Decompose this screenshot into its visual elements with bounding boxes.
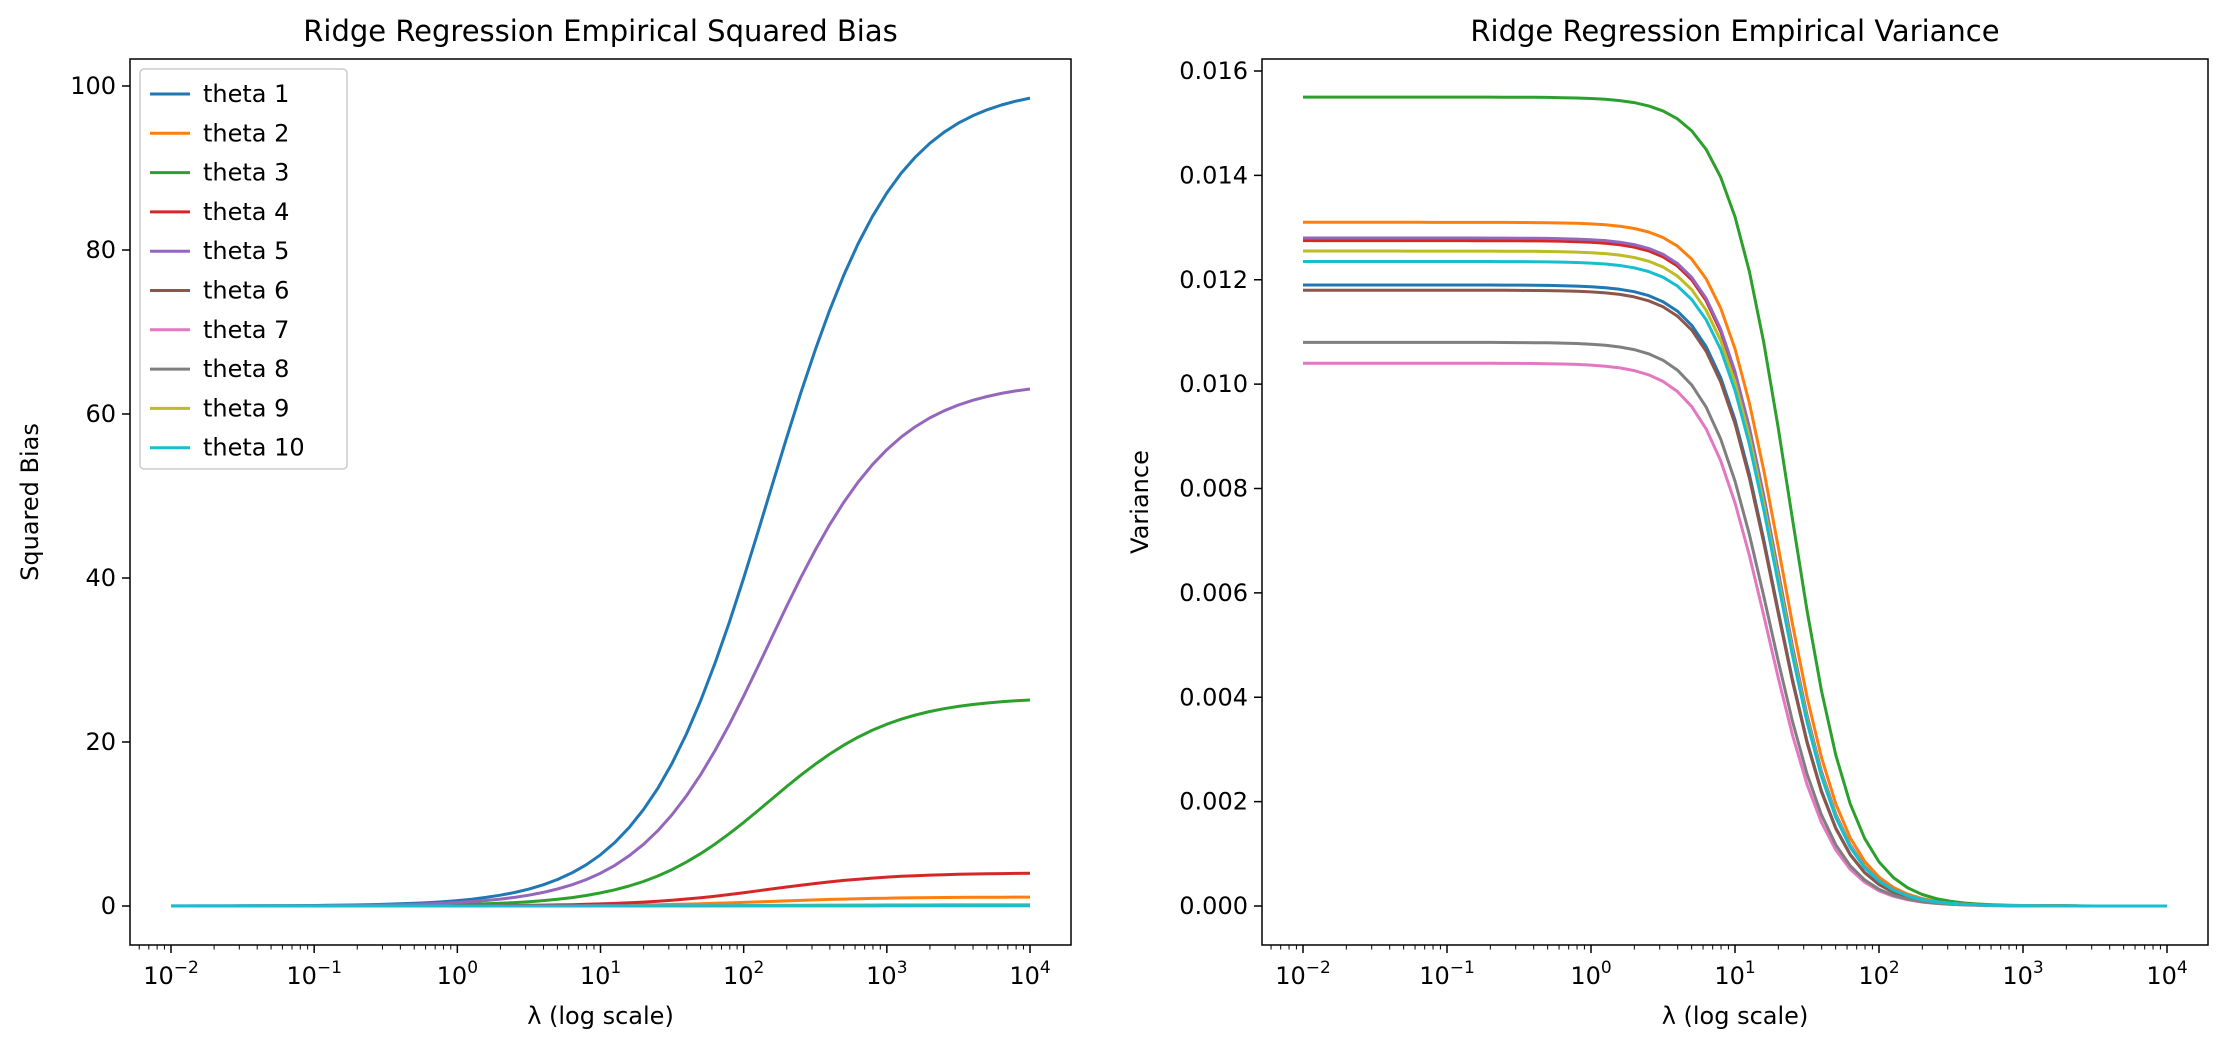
legend-label: theta 7 [203, 316, 289, 344]
legend-label: theta 5 [203, 237, 289, 265]
y-tick-label: 0.002 [1179, 788, 1248, 816]
variance-chart-ylabel: Variance [1126, 450, 1154, 554]
legend-label: theta 3 [203, 159, 289, 187]
x-tick-label: 102 [1858, 958, 1899, 990]
bias-chart-title: Ridge Regression Empirical Squared Bias [303, 14, 898, 48]
legend-label: theta 1 [203, 80, 289, 108]
y-tick-label: 60 [85, 400, 116, 428]
series-line-2 [1303, 220, 2167, 908]
legend-label: theta 2 [203, 119, 289, 147]
x-tick-label: 102 [723, 958, 764, 990]
bias-chart: Ridge Regression Empirical Squared Bias … [16, 14, 1072, 1030]
legend-box [139, 68, 348, 470]
x-tick-label: 104 [1009, 958, 1050, 990]
legend-label: theta 4 [203, 198, 289, 226]
series-line-10 [1303, 260, 2167, 908]
variance-chart-xlabel: λ (log scale) [1662, 1002, 1809, 1030]
variance-chart: Ridge Regression Empirical Variance λ (l… [1126, 14, 2209, 1030]
x-tick-label: 103 [2002, 958, 2043, 990]
x-tick-label: 10−1 [286, 958, 342, 990]
y-tick-label: 100 [70, 72, 116, 100]
y-tick-label: 0.006 [1179, 579, 1248, 607]
y-tick-label: 0 [101, 892, 116, 920]
x-tick-label: 104 [2146, 958, 2187, 990]
x-tick-label: 10−1 [1419, 958, 1475, 990]
y-tick-label: 0.016 [1179, 57, 1248, 85]
x-tick-label: 10−2 [143, 958, 199, 990]
series-line-4 [171, 871, 1031, 908]
y-tick-label: 0.008 [1179, 475, 1248, 503]
x-tick-label: 100 [1570, 958, 1611, 990]
bias-chart-xlabel: λ (log scale) [527, 1002, 674, 1030]
variance-chart-title: Ridge Regression Empirical Variance [1470, 14, 1999, 48]
y-tick-label: 0.000 [1179, 892, 1248, 920]
legend: theta 1 theta 2 theta 3 theta 4 theta 5 theta… [139, 68, 348, 470]
y-tick-label: 0.014 [1179, 161, 1248, 189]
y-tick-label: 0.010 [1179, 370, 1248, 398]
legend-label: theta 8 [203, 355, 289, 383]
legend-label: theta 10 [203, 434, 305, 462]
x-tick-label: 100 [437, 958, 478, 990]
y-tick-label: 20 [85, 728, 116, 756]
x-tick-label: 101 [580, 958, 621, 990]
y-tick-label: 80 [85, 236, 116, 264]
x-tick-label: 101 [1714, 958, 1755, 990]
legend-label: theta 9 [203, 394, 289, 422]
series-lines [1303, 95, 2167, 908]
x-tick-label: 10−2 [1275, 958, 1331, 990]
series-line-5 [1303, 236, 2167, 908]
y-tick-label: 0.012 [1179, 266, 1248, 294]
y-tick-label: 0.004 [1179, 683, 1248, 711]
series-line-7 [1303, 361, 2167, 908]
x-tick-label: 103 [866, 958, 907, 990]
series-line-4 [1303, 239, 2167, 908]
legend-label: theta 6 [203, 277, 289, 305]
y-tick-label: 40 [85, 564, 116, 592]
bias-chart-ylabel: Squared Bias [16, 423, 44, 581]
series-lines [171, 96, 1031, 908]
